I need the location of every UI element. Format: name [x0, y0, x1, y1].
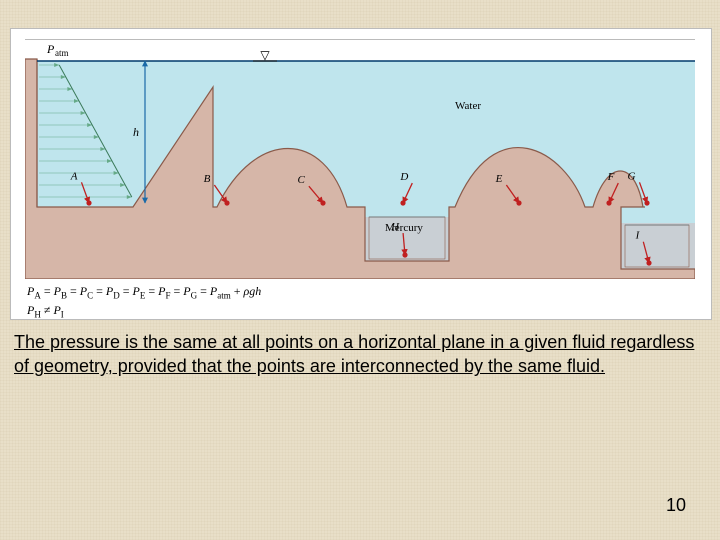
- equations: PA = PB = PC = PD = PE = PF = PG = Patm …: [27, 283, 261, 320]
- svg-text:atm: atm: [55, 48, 69, 58]
- svg-text:P: P: [46, 42, 55, 56]
- svg-text:E: E: [495, 173, 503, 185]
- svg-text:D: D: [399, 171, 408, 183]
- diagram: ▽PatmhWaterMercuryABCDEFGHI: [25, 39, 695, 279]
- page-number: 10: [666, 495, 686, 516]
- equation-main: PA = PB = PC = PD = PE = PF = PG = Patm …: [27, 283, 261, 302]
- svg-text:h: h: [133, 125, 139, 139]
- svg-text:A: A: [70, 170, 78, 182]
- svg-text:F: F: [607, 171, 615, 183]
- svg-text:B: B: [204, 173, 211, 185]
- equation-second: PH ≠ PI: [27, 302, 261, 321]
- svg-text:C: C: [298, 174, 306, 186]
- svg-text:G: G: [628, 170, 636, 182]
- caption-text: The pressure is the same at all points o…: [14, 330, 708, 379]
- svg-text:Water: Water: [455, 100, 481, 112]
- diagram-svg: ▽PatmhWaterMercuryABCDEFGHI: [25, 39, 695, 279]
- svg-text:H: H: [390, 221, 400, 233]
- figure-container: ▽PatmhWaterMercuryABCDEFGHI PA = PB = PC…: [10, 28, 712, 320]
- svg-text:▽: ▽: [260, 48, 270, 62]
